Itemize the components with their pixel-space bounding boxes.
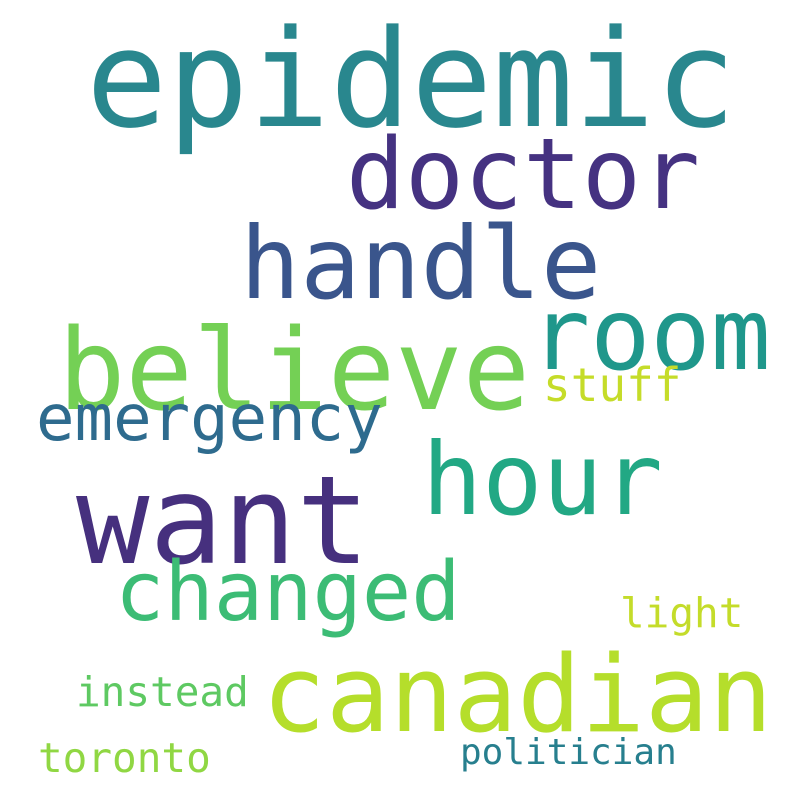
word-emergency: emergency (36, 382, 383, 456)
word-epidemic: epidemic (86, 1, 737, 158)
word-doctor: doctor (346, 118, 701, 232)
word-believe: believe (58, 306, 531, 436)
word-politician: politician (460, 732, 677, 773)
word-light: light (620, 589, 744, 637)
word-room: room (530, 276, 771, 393)
word-stuff: stuff (543, 358, 682, 412)
word-instead: instead (76, 668, 249, 716)
word-want: want (76, 450, 370, 592)
word-toronto: toronto (38, 734, 211, 782)
word-hour: hour (422, 421, 663, 538)
word-changed: changed (115, 545, 461, 640)
word-canadian: canadian (262, 633, 773, 756)
word-handle: handle (240, 205, 602, 322)
